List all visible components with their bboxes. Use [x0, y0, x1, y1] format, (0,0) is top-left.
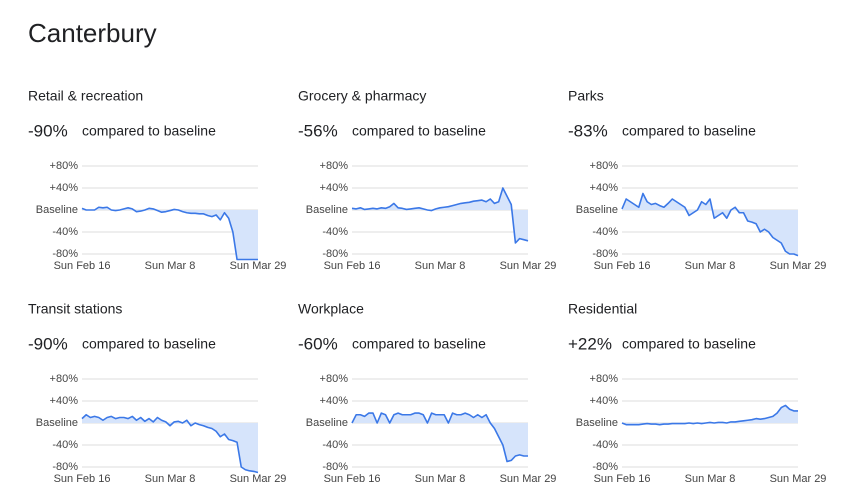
y-tick-label: -80% — [592, 461, 618, 473]
y-tick-label: -80% — [52, 248, 78, 260]
line — [621, 404, 798, 426]
line — [81, 413, 259, 474]
x-tick-label: Sun Mar 29 — [230, 260, 287, 272]
line — [351, 412, 528, 463]
y-tick-label: -40% — [52, 439, 78, 451]
summary-text: compared to baseline — [352, 336, 486, 352]
x-tick-label: Sun Mar 29 — [500, 260, 557, 272]
y-tick-label: Baseline — [306, 417, 348, 429]
y-tick-label: -40% — [592, 226, 618, 238]
summary-text: compared to baseline — [352, 123, 486, 139]
y-tick-label: +40% — [50, 182, 79, 194]
y-tick-label: Baseline — [36, 204, 78, 216]
area-fill — [352, 188, 528, 243]
x-tick-label: Sun Mar 29 — [500, 473, 557, 485]
x-tick-label: Sun Feb 16 — [324, 260, 381, 272]
y-tick-label: +40% — [590, 395, 619, 407]
y-tick-label: +80% — [50, 373, 79, 385]
y-tick-label: Baseline — [306, 204, 348, 216]
x-tick-label: Sun Feb 16 — [54, 260, 111, 272]
y-tick-label: Baseline — [576, 417, 618, 429]
area-fill — [622, 193, 798, 256]
x-tick-label: Sun Feb 16 — [324, 473, 381, 485]
y-tick-label: -80% — [592, 248, 618, 260]
y-tick-label: -80% — [322, 248, 348, 260]
summary-value: +22% — [568, 334, 612, 353]
y-tick-label: +80% — [320, 373, 349, 385]
y-tick-label: -40% — [322, 226, 348, 238]
x-tick-label: Sun Feb 16 — [54, 473, 111, 485]
chart-title: Transit stations — [28, 301, 122, 317]
y-tick-label: -40% — [52, 226, 78, 238]
x-tick-label: Sun Mar 8 — [415, 260, 466, 272]
summary-value: -60% — [298, 334, 338, 353]
summary-text: compared to baseline — [82, 123, 216, 139]
summary-text: compared to baseline — [622, 336, 756, 352]
x-tick-label: Sun Mar 29 — [230, 473, 287, 485]
summary-text: compared to baseline — [82, 336, 216, 352]
y-tick-label: +80% — [50, 160, 79, 172]
x-tick-label: Sun Mar 8 — [415, 473, 466, 485]
area-fill — [352, 413, 528, 462]
y-tick-label: Baseline — [576, 204, 618, 216]
summary-value: -56% — [298, 121, 338, 140]
chart-title: Parks — [568, 88, 604, 104]
y-tick-label: +40% — [320, 395, 349, 407]
y-tick-label: +80% — [590, 160, 619, 172]
chart-title: Residential — [568, 301, 637, 317]
summary-value: -90% — [28, 334, 68, 353]
x-tick-label: Sun Mar 29 — [770, 473, 827, 485]
chart-title: Retail & recreation — [28, 88, 143, 104]
x-tick-label: Sun Mar 8 — [685, 473, 736, 485]
y-tick-label: +40% — [590, 182, 619, 194]
chart-title: Workplace — [298, 301, 364, 317]
x-tick-label: Sun Mar 29 — [770, 260, 827, 272]
y-tick-label: +40% — [50, 395, 79, 407]
chart-title: Grocery & pharmacy — [298, 88, 426, 104]
y-tick-label: -80% — [322, 461, 348, 473]
y-tick-label: -40% — [592, 439, 618, 451]
line — [621, 192, 799, 257]
x-tick-label: Sun Mar 8 — [685, 260, 736, 272]
x-tick-label: Sun Mar 8 — [145, 473, 196, 485]
y-tick-label: +80% — [320, 160, 349, 172]
y-tick-label: -80% — [52, 461, 78, 473]
page-title: Canterbury — [28, 18, 157, 48]
summary-text: compared to baseline — [622, 123, 756, 139]
line — [81, 206, 258, 261]
x-tick-label: Sun Feb 16 — [594, 260, 651, 272]
area-fill — [82, 207, 258, 260]
summary-value: -83% — [568, 121, 608, 140]
x-tick-label: Sun Mar 8 — [145, 260, 196, 272]
summary-value: -90% — [28, 121, 68, 140]
y-tick-label: +40% — [320, 182, 349, 194]
y-tick-label: +80% — [590, 373, 619, 385]
line — [351, 187, 529, 244]
x-tick-label: Sun Feb 16 — [594, 473, 651, 485]
y-tick-label: Baseline — [36, 417, 78, 429]
y-tick-label: -40% — [322, 439, 348, 451]
